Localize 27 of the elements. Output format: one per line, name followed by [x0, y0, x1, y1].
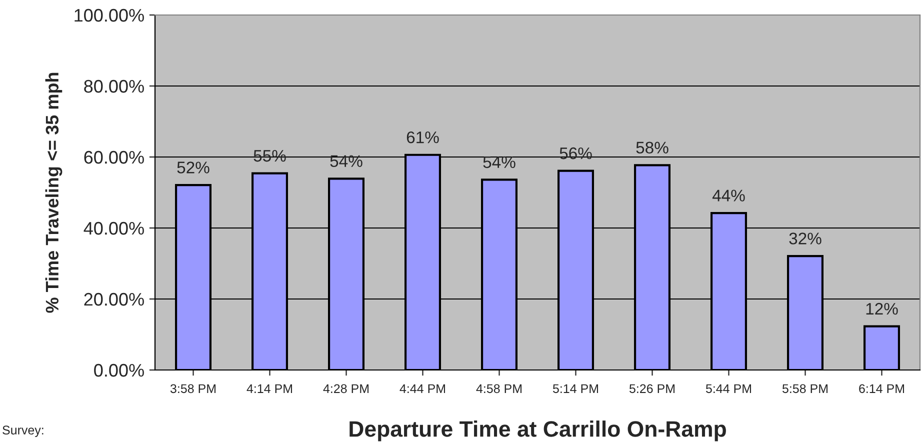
data-label: 32%	[789, 232, 822, 244]
x-tick-label: 6:14 PM	[859, 384, 904, 394]
x-tick-label: 5:14 PM	[552, 384, 598, 394]
y-tick-label: 40.00%	[84, 222, 144, 235]
y-tick-label: 20.00%	[84, 292, 144, 306]
y-tick-label: 60.00%	[84, 150, 144, 164]
x-tick-label: 4:58 PM	[476, 384, 522, 394]
y-axis-title: % Time Traveling <= 35 mph	[45, 72, 62, 313]
text: Survey:	[2, 426, 44, 437]
x-tick-label: 4:28 PM	[323, 384, 368, 394]
x-tick-label: 5:58 PM	[782, 384, 828, 394]
x-tick-label: 4:44 PM	[400, 384, 445, 393]
x-tick-label: 4:14 PM	[246, 384, 292, 393]
y-tick-label: 80.00%	[84, 80, 144, 93]
data-label: 12%	[866, 302, 898, 315]
data-label: 54%	[483, 156, 516, 168]
data-label: 52%	[177, 162, 210, 174]
y-tick-label: 0.00%	[94, 364, 144, 377]
x-tick-label: 3:58 PM	[170, 384, 216, 394]
y-tick-label: 100.00%	[74, 8, 144, 22]
data-label: 54%	[330, 155, 362, 168]
x-tick-label: 5:44 PM	[706, 384, 751, 394]
data-label: 61%	[406, 131, 439, 144]
data-label: 44%	[712, 190, 745, 202]
data-label: 58%	[636, 142, 668, 154]
x-tick-label: 5:26 PM	[629, 384, 674, 394]
x-axis-title: Departure Time at Carrillo On-Ramp	[350, 420, 726, 442]
